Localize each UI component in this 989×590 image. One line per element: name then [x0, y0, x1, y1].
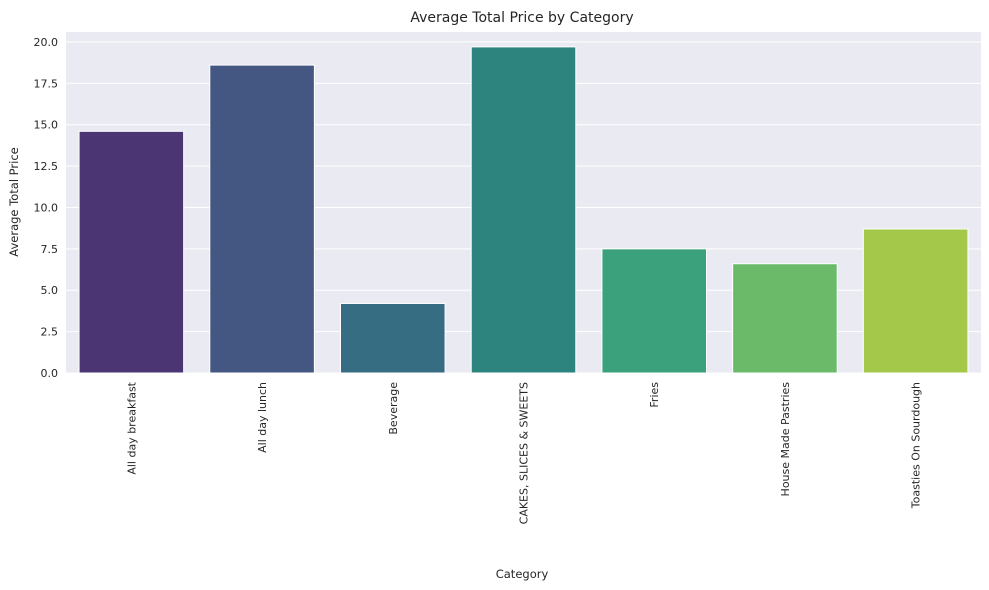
x-tick-label: Fries — [648, 382, 661, 408]
bar — [862, 228, 969, 374]
y-tick-label: 20.0 — [34, 36, 59, 49]
y-tick-label: 5.0 — [41, 284, 59, 297]
y-tick-label: 2.5 — [41, 326, 59, 339]
y-tick-label: 17.5 — [34, 77, 59, 90]
chart-title: Average Total Price by Category — [410, 10, 633, 26]
bar — [340, 302, 446, 374]
x-tick-label: CAKES, SLICES & SWEETS — [518, 382, 531, 524]
y-tick-labels: 0.0 2.5 5.0 7.5 10.0 12.5 15.0 17.5 20.0 — [34, 36, 59, 380]
y-tick-label: 0.0 — [41, 367, 59, 380]
x-axis-title: Category — [496, 567, 549, 581]
x-tick-label: All day breakfast — [125, 381, 138, 474]
bars — [78, 46, 969, 374]
bar — [78, 130, 185, 374]
y-tick-label: 12.5 — [34, 160, 59, 173]
x-tick-label: All day lunch — [256, 382, 269, 453]
bar — [601, 248, 708, 374]
x-tick-label: Beverage — [387, 382, 400, 435]
bar — [470, 46, 577, 374]
y-tick-label: 15.0 — [34, 119, 59, 132]
y-tick-label: 10.0 — [34, 201, 59, 214]
bar — [732, 263, 838, 374]
x-tick-label: Toasties On Sourdough — [910, 382, 923, 509]
x-tick-label: House Made Pastries — [779, 382, 792, 497]
y-axis-title: Average Total Price — [7, 147, 21, 256]
x-tick-labels: All day breakfast All day lunch Beverage CA… — [125, 381, 922, 524]
y-tick-label: 7.5 — [41, 243, 59, 256]
bar — [209, 64, 315, 374]
